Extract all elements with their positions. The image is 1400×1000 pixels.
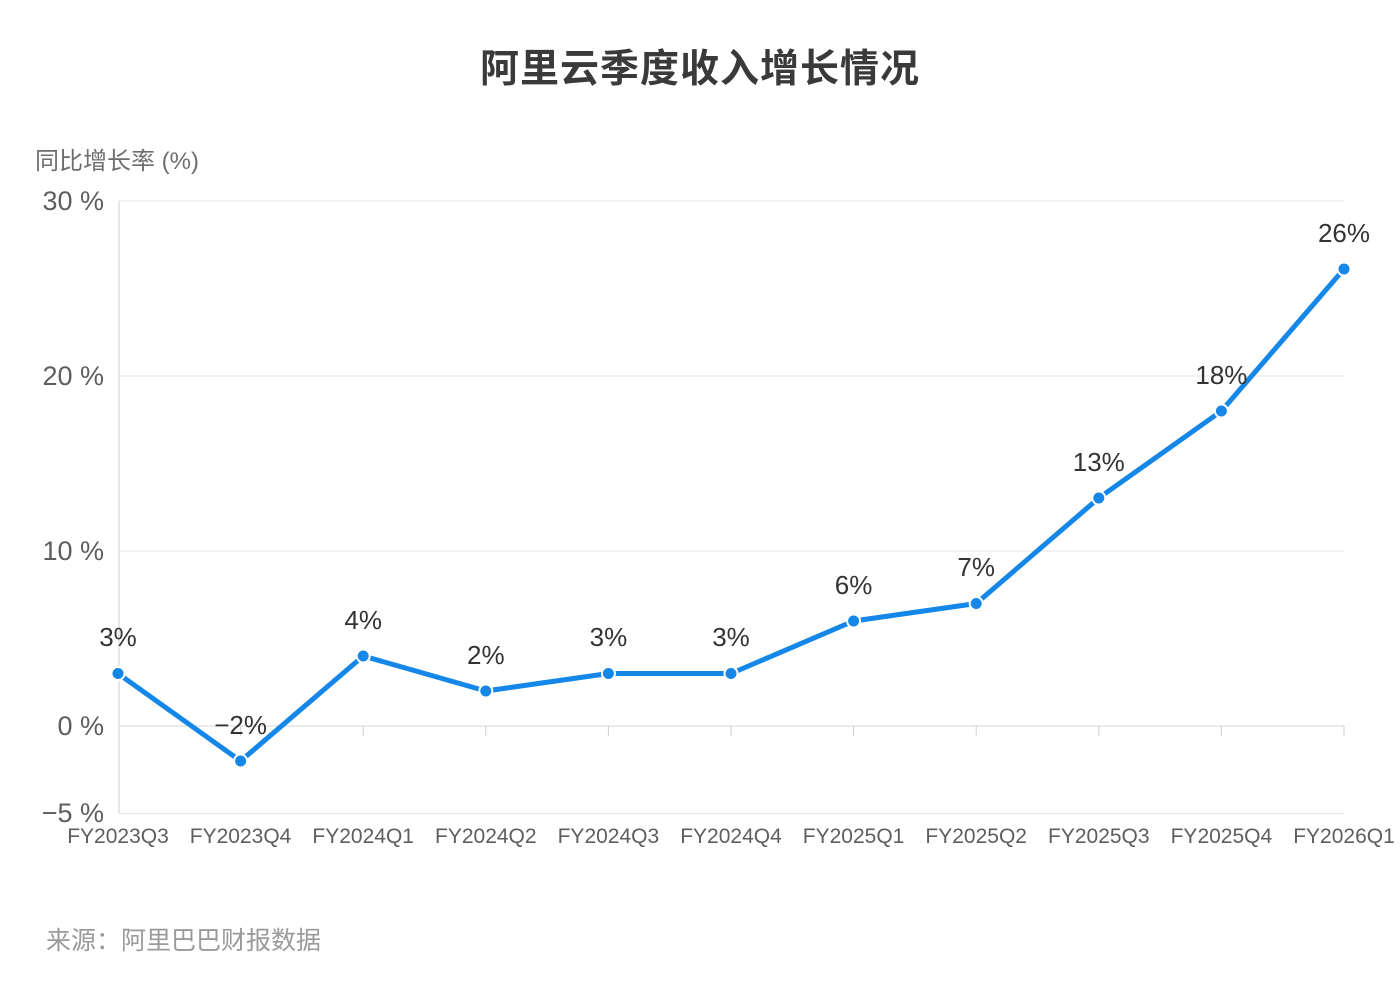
svg-text:30 %: 30 % xyxy=(42,186,104,216)
svg-text:FY2024Q4: FY2024Q4 xyxy=(680,825,782,848)
svg-text:FY2024Q1: FY2024Q1 xyxy=(312,825,414,848)
svg-text:3%: 3% xyxy=(712,622,750,652)
svg-text:FY2025Q1: FY2025Q1 xyxy=(803,825,905,848)
svg-text:4%: 4% xyxy=(344,605,382,635)
svg-text:3%: 3% xyxy=(590,622,628,652)
svg-text:18%: 18% xyxy=(1195,360,1247,390)
svg-text:26%: 26% xyxy=(1318,218,1370,248)
svg-text:10 %: 10 % xyxy=(42,536,104,566)
svg-text:FY2023Q3: FY2023Q3 xyxy=(67,825,169,848)
svg-text:0 %: 0 % xyxy=(57,711,104,741)
svg-text:FY2026Q1: FY2026Q1 xyxy=(1293,825,1395,848)
svg-text:2%: 2% xyxy=(467,640,505,670)
svg-text:FY2024Q3: FY2024Q3 xyxy=(558,825,660,848)
svg-text:−5 %: −5 % xyxy=(42,798,104,828)
svg-text:13%: 13% xyxy=(1073,447,1125,477)
svg-text:−2%: −2% xyxy=(214,710,267,740)
svg-text:7%: 7% xyxy=(957,552,995,582)
svg-text:FY2025Q4: FY2025Q4 xyxy=(1171,825,1273,848)
svg-text:3%: 3% xyxy=(99,622,137,652)
svg-text:FY2024Q2: FY2024Q2 xyxy=(435,825,537,848)
svg-text:6%: 6% xyxy=(835,570,873,600)
svg-text:FY2025Q2: FY2025Q2 xyxy=(925,825,1027,848)
svg-text:FY2025Q3: FY2025Q3 xyxy=(1048,825,1150,848)
svg-text:FY2023Q4: FY2023Q4 xyxy=(190,825,292,848)
svg-text:20 %: 20 % xyxy=(42,361,104,391)
